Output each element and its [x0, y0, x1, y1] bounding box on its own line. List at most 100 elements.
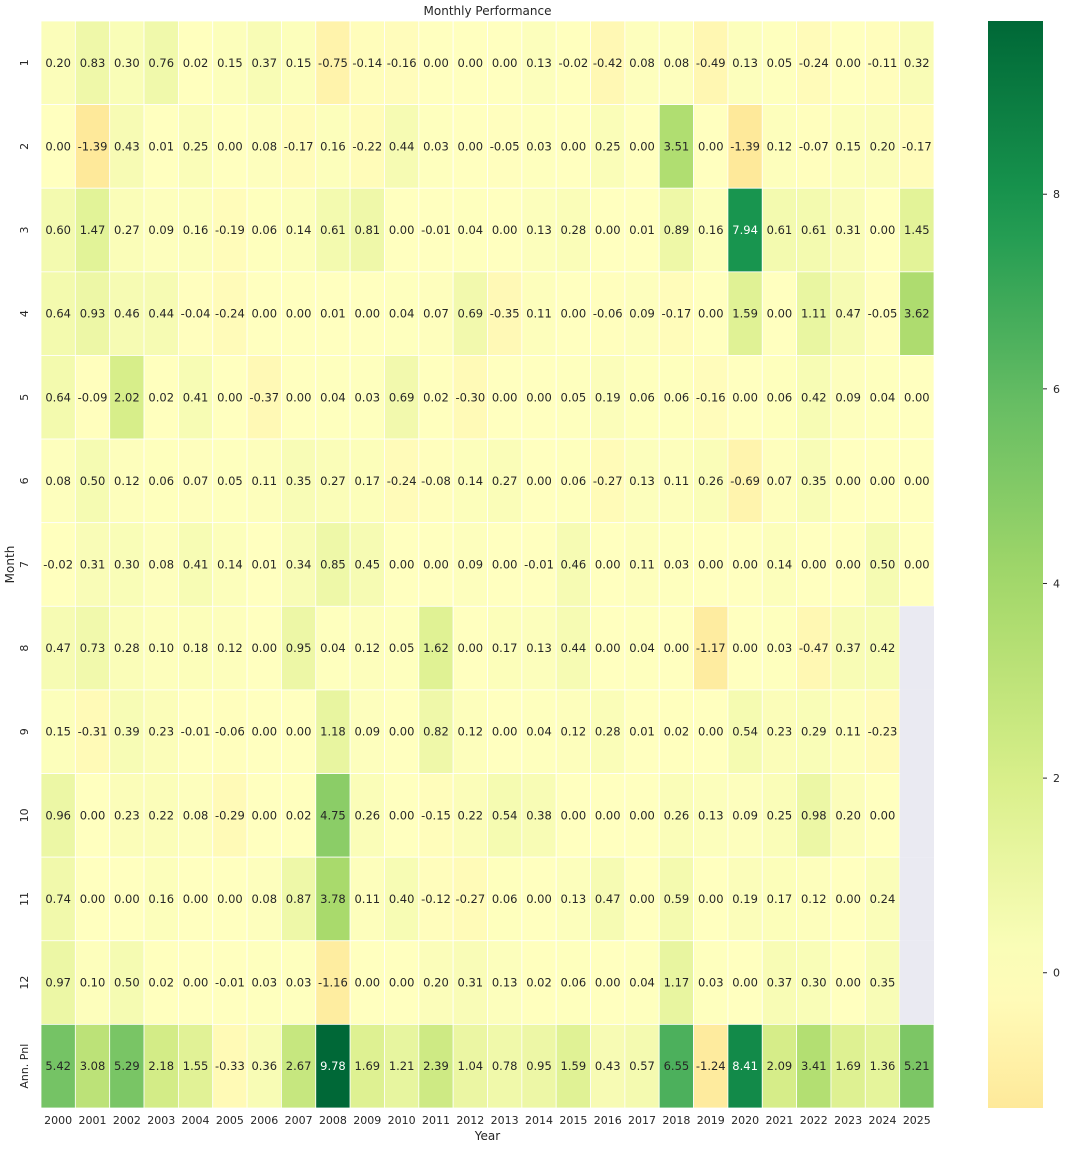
cell-value-label: 0.11	[251, 474, 277, 488]
cell-value-label: 3.51	[664, 139, 690, 153]
cell-value-label: 2.02	[114, 390, 140, 404]
cell-value-label: 0.03	[664, 558, 690, 572]
cell-value-label: -0.01	[524, 558, 554, 572]
cell-value-label: 0.03	[354, 390, 380, 404]
heatmap-cell-empty	[900, 774, 934, 858]
cell-value-label: 0.00	[595, 223, 621, 237]
cell-value-label: 0.08	[251, 892, 277, 906]
cell-value-label: 0.01	[148, 139, 174, 153]
cell-value-label: 0.00	[629, 808, 655, 822]
cell-value-label: 0.13	[629, 474, 655, 488]
cell-value-label: -0.11	[868, 56, 898, 70]
cell-value-label: 0.00	[423, 558, 449, 572]
cell-value-label: 0.02	[148, 976, 174, 990]
cell-value-label: 0.35	[870, 976, 896, 990]
cell-value-label: 0.23	[148, 725, 174, 739]
cell-value-label: 0.26	[354, 808, 380, 822]
cell-value-label: 0.01	[251, 558, 277, 572]
cell-value-label: -1.39	[78, 139, 108, 153]
cell-value-label: -0.05	[868, 307, 898, 321]
cell-value-label: 0.00	[251, 725, 277, 739]
y-tick-label: 3	[18, 227, 31, 234]
cell-value-label: -0.31	[78, 725, 108, 739]
cell-value-label: 0.13	[732, 56, 758, 70]
cell-value-label: 0.83	[80, 56, 106, 70]
cell-value-label: 2.67	[286, 1059, 312, 1073]
cell-value-label: 0.47	[595, 892, 621, 906]
cell-value-label: 0.16	[183, 223, 209, 237]
cell-value-label: 1.11	[801, 307, 827, 321]
cell-value-label: 0.16	[698, 223, 724, 237]
cell-value-label: -0.47	[799, 641, 829, 655]
cell-value-label: 0.69	[458, 307, 484, 321]
cell-value-label: 0.00	[732, 641, 758, 655]
cell-value-label: 0.00	[835, 558, 861, 572]
cell-value-label: 1.04	[458, 1059, 484, 1073]
cell-value-label: 0.98	[801, 808, 827, 822]
x-tick-label: 2011	[422, 1114, 450, 1127]
cell-value-label: -0.17	[902, 139, 932, 153]
cell-value-label: 0.60	[45, 223, 71, 237]
cell-value-label: -0.09	[78, 390, 108, 404]
cell-value-label: 0.05	[561, 390, 587, 404]
cell-value-label: -0.15	[421, 808, 451, 822]
y-tick-label: 1	[18, 59, 31, 66]
cell-value-label: 0.00	[80, 808, 106, 822]
cell-value-label: 7.94	[732, 223, 758, 237]
cell-value-label: 0.74	[45, 892, 71, 906]
cell-value-label: 0.22	[458, 808, 484, 822]
cell-value-label: 0.00	[835, 976, 861, 990]
cell-value-label: 0.00	[217, 390, 243, 404]
x-tick-label: 2021	[765, 1114, 793, 1127]
cell-value-label: 0.00	[732, 390, 758, 404]
cell-value-label: 0.11	[526, 307, 552, 321]
cell-value-label: 1.69	[835, 1059, 861, 1073]
x-tick-label: 2004	[182, 1114, 210, 1127]
cell-value-label: 0.09	[835, 390, 861, 404]
x-tick-label: 2018	[662, 1114, 690, 1127]
cell-value-label: 0.00	[458, 641, 484, 655]
cell-value-label: 0.27	[320, 474, 346, 488]
y-tick-label: 8	[18, 645, 31, 652]
cell-value-label: 0.00	[423, 56, 449, 70]
cell-value-label: 0.06	[492, 892, 518, 906]
cell-value-label: 0.36	[251, 1059, 277, 1073]
cell-value-label: -1.39	[730, 139, 760, 153]
cell-value-label: 0.00	[835, 56, 861, 70]
cell-value-label: 0.57	[629, 1059, 655, 1073]
cell-value-label: 0.12	[114, 474, 140, 488]
cell-value-label: 0.00	[561, 808, 587, 822]
cell-value-label: 8.41	[732, 1059, 758, 1073]
chart-title: Monthly Performance	[424, 4, 552, 18]
cell-value-label: 0.30	[801, 976, 827, 990]
cell-value-label: 0.04	[320, 390, 346, 404]
colorbar-tick-label: 8	[1053, 188, 1060, 201]
x-tick-label: 2022	[800, 1114, 828, 1127]
x-axis-label: Year	[474, 1129, 500, 1143]
cell-value-label: 1.59	[732, 307, 758, 321]
cell-value-label: 0.04	[629, 976, 655, 990]
cell-value-label: 0.10	[80, 976, 106, 990]
cell-value-label: 0.09	[732, 808, 758, 822]
cell-value-label: 6.55	[664, 1059, 690, 1073]
cell-value-label: -0.35	[490, 307, 520, 321]
cell-value-label: 0.07	[767, 474, 793, 488]
cell-value-label: 0.27	[492, 474, 518, 488]
cell-value-label: 0.13	[526, 56, 552, 70]
cell-value-label: 0.11	[354, 892, 380, 906]
cell-value-label: 0.00	[183, 976, 209, 990]
cell-value-label: -0.05	[490, 139, 520, 153]
cell-value-label: 0.00	[835, 474, 861, 488]
cell-value-label: 0.00	[698, 892, 724, 906]
cell-value-label: 0.00	[251, 808, 277, 822]
cell-value-label: 0.00	[698, 725, 724, 739]
cell-value-label: 0.07	[183, 474, 209, 488]
cell-value-label: 0.09	[458, 558, 484, 572]
cell-value-label: -0.01	[215, 976, 245, 990]
cell-value-label: 0.01	[629, 725, 655, 739]
cell-value-label: 1.59	[561, 1059, 587, 1073]
cell-value-label: 5.42	[45, 1059, 71, 1073]
cell-value-label: 5.21	[904, 1059, 930, 1073]
cell-value-label: 0.12	[354, 641, 380, 655]
cell-value-label: 0.07	[423, 307, 449, 321]
